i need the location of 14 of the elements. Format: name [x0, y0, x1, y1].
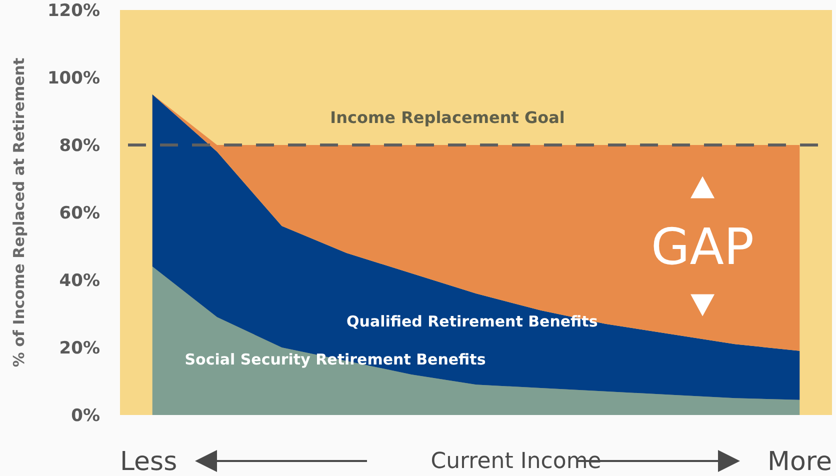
y-tick-label: 120% — [47, 1, 100, 21]
text: Less — [120, 447, 178, 476]
y-tick-label: 60% — [59, 204, 100, 224]
y-tick-label: 20% — [59, 338, 100, 358]
series-label: GAP — [650, 218, 754, 276]
series-label: Social Security Retirement Benefits — [184, 350, 486, 369]
ref-line-label: Income Replacement Goal — [330, 108, 565, 127]
y-tick-label: 40% — [59, 271, 100, 291]
y-tick-label: 0% — [71, 406, 100, 426]
y-tick-label: 100% — [47, 68, 100, 88]
text: More — [768, 447, 832, 476]
series-label: Qualified Retirement Benefits — [346, 312, 598, 330]
y-axis-title: % of Income Replaced at Retirement — [10, 58, 28, 368]
y-tick-label: 80% — [59, 136, 100, 156]
